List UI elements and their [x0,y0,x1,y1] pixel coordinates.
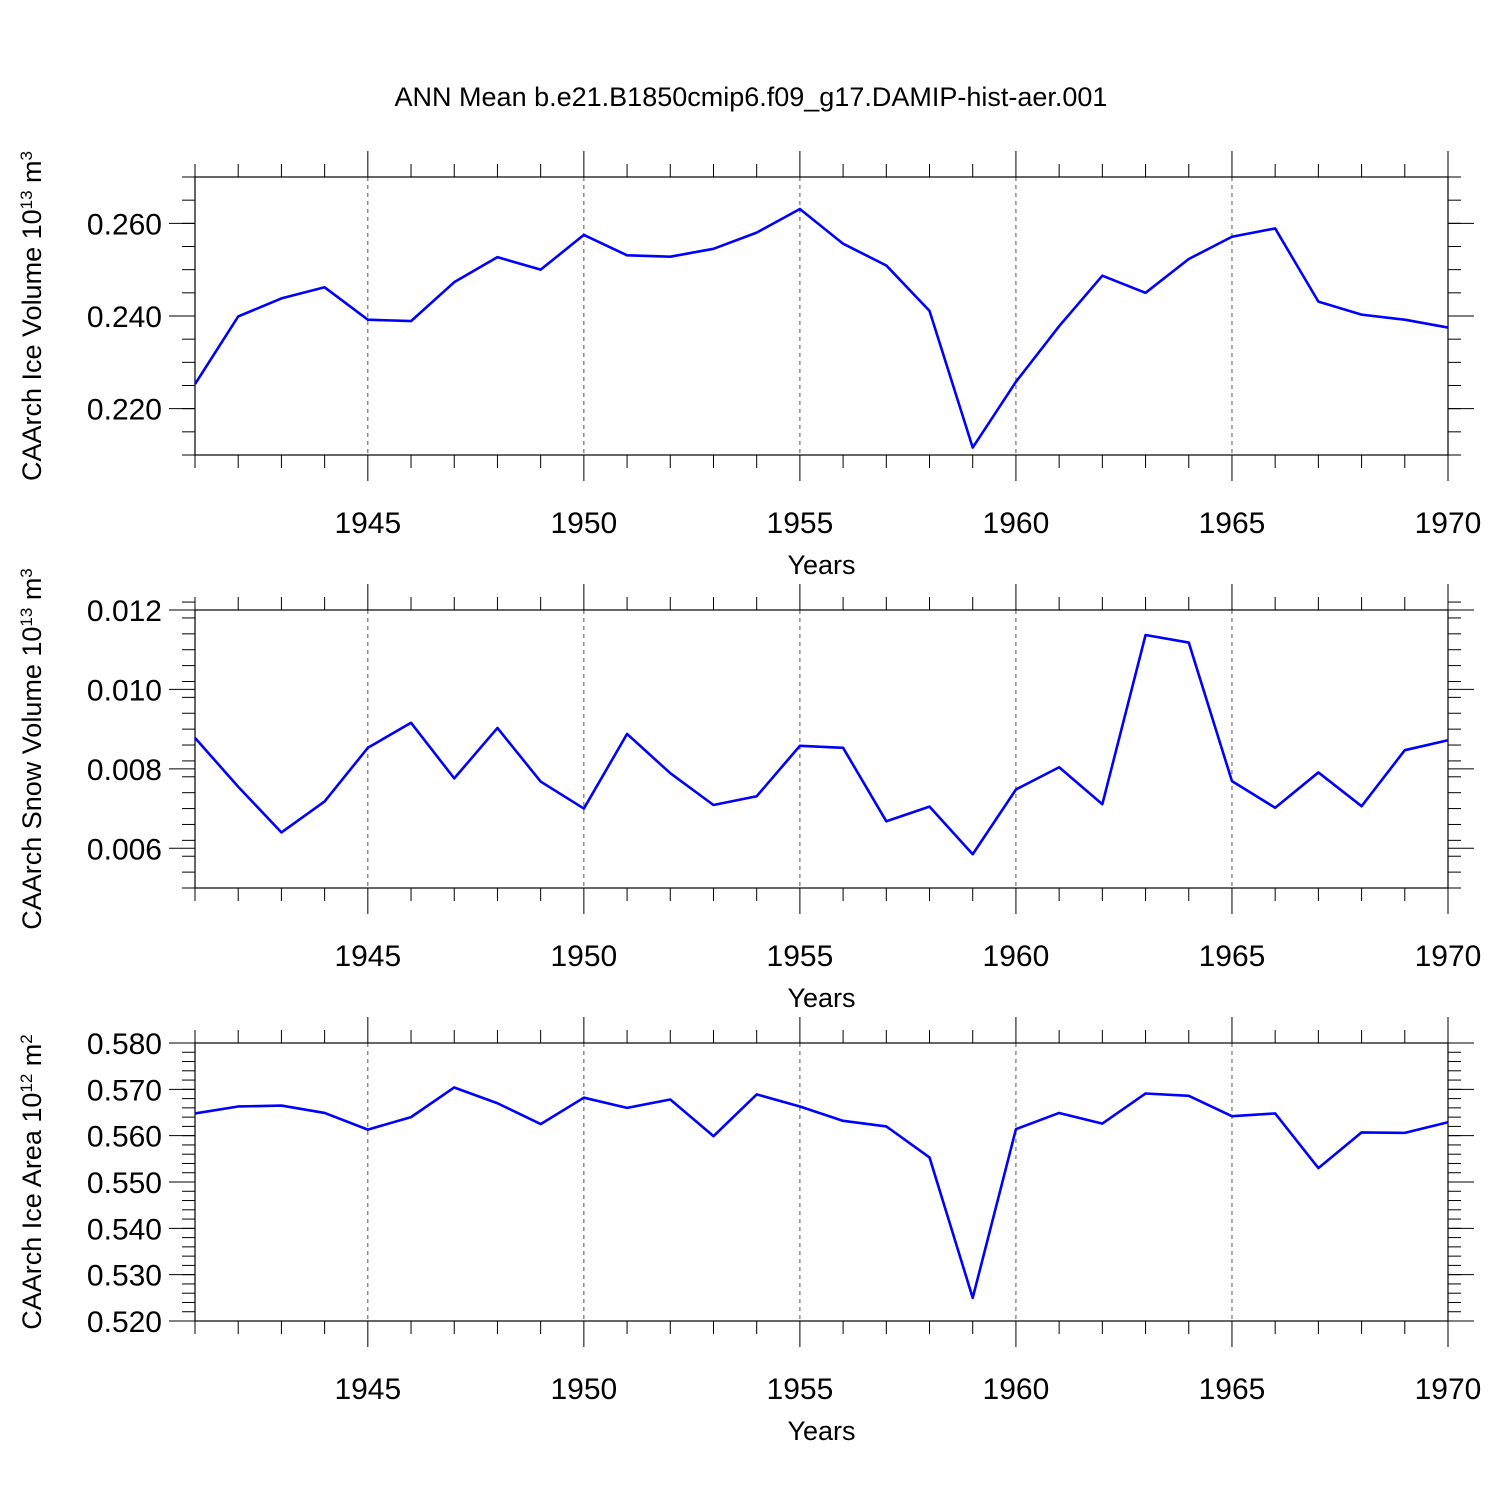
x-tick-label: 1945 [334,507,401,540]
plot-frame [194,176,1449,456]
y-tick-label: 0.520 [87,1306,162,1339]
x-tick-label: 1965 [1199,507,1266,540]
x-tick-label: 1965 [1199,940,1266,973]
x-tick-label: 1960 [983,940,1050,973]
x-tick-label: 1955 [767,507,834,540]
y-axis-label-superscript: 13 [17,608,36,627]
y-axis-label-superscript: 12 [17,1074,36,1093]
y-tick-label: 0.260 [87,208,162,241]
y-axis-label-part: CAArch Ice Volume 10 [17,209,47,481]
x-axis-label: Years [787,1416,855,1446]
y-axis-label-superscript: 3 [17,151,36,160]
panels: 0.220 0.240 0.260 1945 1950 1955 1960 1965 1970 Y… [17,151,1482,1446]
y-tick-label: 0.570 [87,1074,162,1107]
x-tick-label: 1955 [767,940,834,973]
x-tick-label: 1950 [550,1373,617,1406]
y-axis-label-superscript: 2 [17,1034,36,1043]
y-tick-label: 0.580 [87,1028,162,1061]
y-tick-label: 0.240 [87,301,162,334]
panel-3: 0.520 0.530 0.540 0.550 0.560 0.570 0.580 1945 1… [17,1017,1482,1446]
series-line [193,207,1449,449]
x-tick-label: 1945 [334,1373,401,1406]
x-tick-label: 1950 [550,507,617,540]
plot-frame [194,609,1449,889]
series-line [194,1086,1449,1300]
x-tick-label: 1955 [767,1373,834,1406]
x-tick-label: 1970 [1415,940,1482,973]
y-tick-label: 0.220 [87,394,162,427]
y-axis-label-superscript: 13 [17,190,36,209]
y-tick-label: 0.560 [87,1121,162,1154]
y-tick-label: 0.012 [87,595,162,628]
x-tick-label: 1945 [334,940,401,973]
y-tick-label: 0.010 [87,674,162,707]
y-tick-label: 0.008 [87,754,162,787]
x-tick-label: 1950 [550,940,617,973]
y-axis-label-part: CAArch Ice Area 10 [17,1093,47,1330]
y-axis-label-part: m [17,1044,47,1074]
y-tick-label: 0.006 [87,833,162,866]
series-line [194,633,1449,856]
x-tick-label: 1970 [1415,507,1482,540]
y-axis-label-part: CAArch Snow Volume 10 [17,627,47,930]
panel-2: 0.006 0.008 0.010 0.012 1945 1950 1955 1960 1965… [17,568,1482,1013]
y-tick-label: 0.530 [87,1260,162,1293]
y-axis-label-part: m [17,578,47,608]
y-tick-label: 0.550 [87,1167,162,1200]
y-axis-label: CAArch Snow Volume 1013 m3 [17,568,48,930]
y-axis-label: CAArch Ice Volume 1013 m3 [17,151,48,481]
y-axis-label-superscript: 3 [17,568,36,577]
y-axis-label-part: m [17,160,47,190]
y-tick-label: 0.540 [87,1213,162,1246]
x-tick-label: 1965 [1199,1373,1266,1406]
x-tick-label: 1970 [1415,1373,1482,1406]
panel-1: 0.220 0.240 0.260 1945 1950 1955 1960 1965 1970 Y… [17,151,1482,580]
plot-frame [194,1042,1449,1322]
chart-title: ANN Mean b.e21.B1850cmip6.f09_g17.DAMIP-… [395,82,1108,112]
x-axis-label: Years [787,983,855,1013]
y-axis-label: CAArch Ice Area 1012 m2 [17,1034,48,1330]
x-tick-label: 1960 [983,1373,1050,1406]
x-axis-label: Years [787,550,855,580]
x-tick-label: 1960 [983,507,1050,540]
